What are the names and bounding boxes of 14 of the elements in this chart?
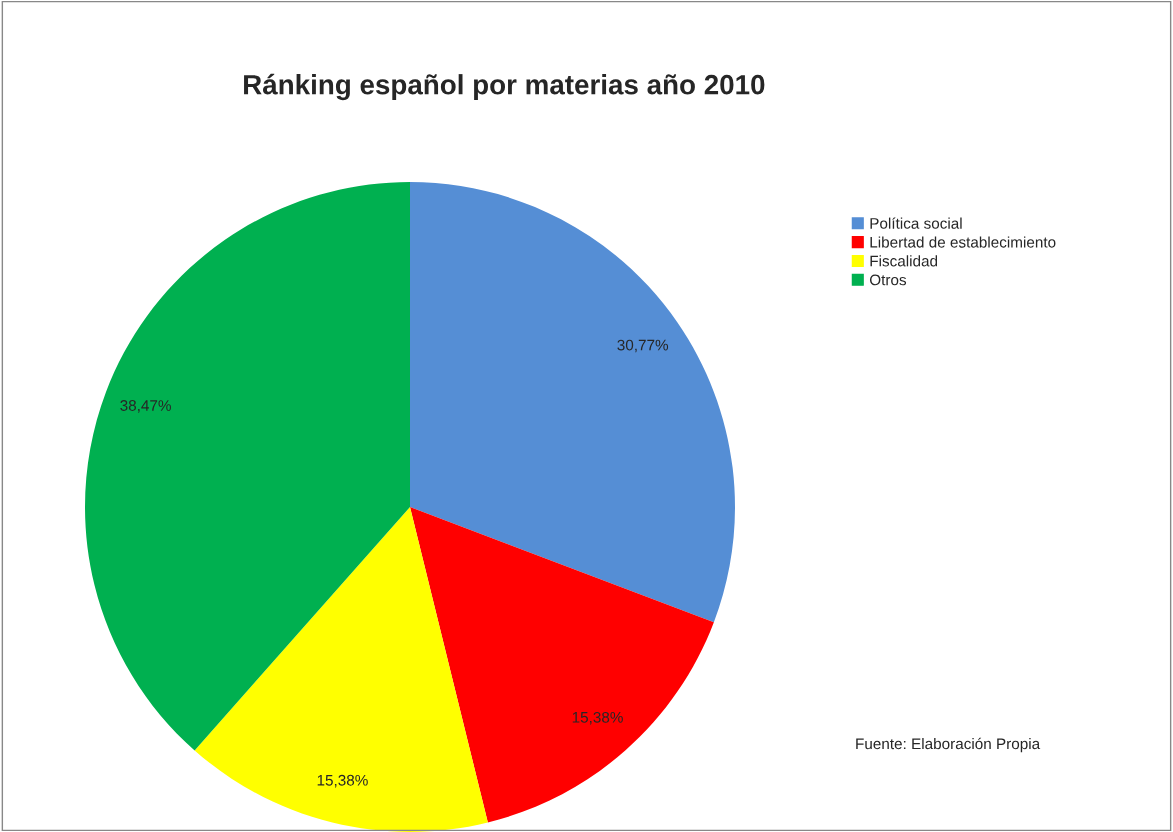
chart-title: Ránking español por materias año 2010 <box>244 73 765 101</box>
data-label: 15,38% <box>572 711 623 725</box>
pie-slice <box>194 507 488 832</box>
legend-label: Fiscalidad <box>870 255 938 267</box>
legend-label: Libertad de establecimiento <box>870 236 1056 248</box>
legend-label: Otros <box>869 274 907 286</box>
pie-slice <box>410 182 735 623</box>
data-label: 30,77% <box>617 339 669 353</box>
pie-slice <box>85 182 410 751</box>
legend-label: Política social <box>870 217 962 229</box>
pie-slice <box>410 507 714 823</box>
data-label: 38,47% <box>120 400 171 413</box>
data-label: 15,38% <box>317 774 368 788</box>
source-note: Fuente: Elaboración Propia <box>856 737 1041 753</box>
